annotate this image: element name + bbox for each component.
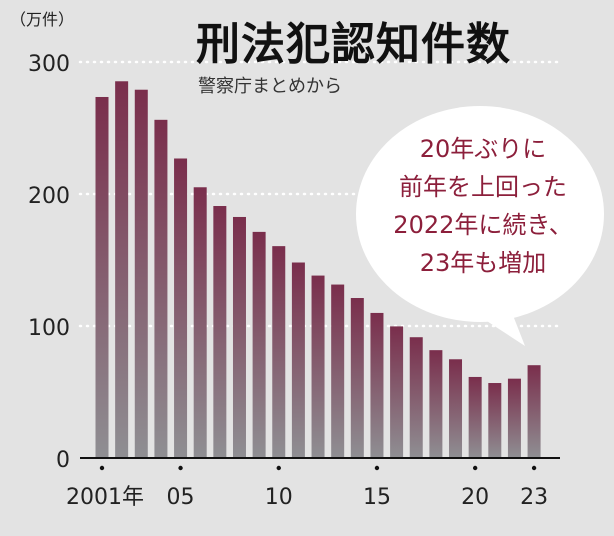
callout-line: 2022年に続き、 [393,211,573,239]
callout-bubble-tail [470,295,525,346]
x-tick-mark [178,465,183,471]
bar [291,262,305,458]
callout-line: 20年ぶりに [419,135,547,163]
y-tick-label: 0 [56,448,70,473]
chart-source: 警察庁まとめから [198,76,342,97]
bar [331,284,345,458]
bar [272,246,286,458]
bar [390,326,404,458]
bar [468,376,482,458]
x-tick-label: 2001年 [66,485,144,510]
x-tick-mark [99,465,105,471]
x-tick-mark [374,465,380,471]
bar [115,81,129,458]
bar [252,231,266,458]
callout-bubble-body [356,106,604,322]
y-axis: 0 100 200 300 [28,52,70,473]
bar [134,89,148,458]
chart-title: 刑法犯認知件数 [196,19,511,70]
bar [311,275,325,458]
bar [488,383,502,458]
x-tick-label: 23 [520,485,548,510]
bar [527,365,541,458]
callout-line: 前年を上回った [399,173,567,201]
x-tick-label: 20 [461,485,489,510]
bar [429,350,443,458]
x-tick-mark [276,465,281,471]
bar [409,337,423,458]
callout-text: 20年ぶりに 前年を上回った 2022年に続き、 23年も増加 [378,130,588,282]
x-tick-label: 10 [265,485,293,510]
bar [213,206,227,458]
bar [350,298,364,458]
x-tick-mark [531,465,537,471]
y-tick-label: 200 [28,184,70,209]
bar [193,187,207,458]
bar [370,312,384,458]
bar [507,378,521,458]
bar [154,119,168,458]
x-tick-label: 15 [363,485,391,510]
bar [174,158,188,458]
y-tick-label: 100 [28,316,70,341]
x-axis: 2001年 05 10 15 20 23 [66,457,560,510]
y-axis-unit: （万件） [10,10,75,29]
bar [232,216,246,458]
x-tick-mark [472,465,478,471]
x-tick-label: 05 [167,485,195,510]
callout-line: 23年も増加 [419,249,547,277]
bar [449,359,463,458]
y-tick-label: 300 [28,52,70,77]
bars [95,81,541,458]
bar [95,96,109,458]
callout-bubble [356,106,604,346]
